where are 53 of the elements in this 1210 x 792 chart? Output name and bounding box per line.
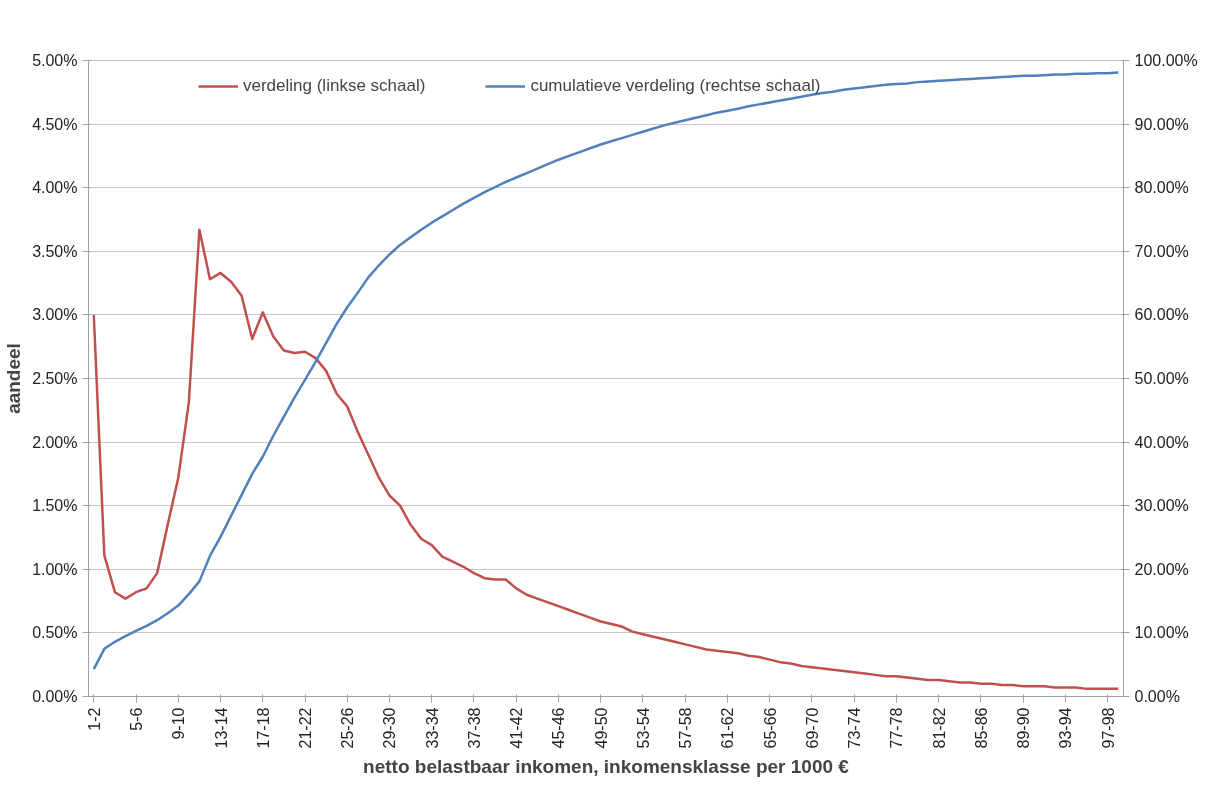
x-tick-label: 41-42 (508, 707, 526, 749)
y2-tick-label: 10.00% (1134, 624, 1189, 642)
y-tick-label: 2.00% (32, 433, 78, 451)
x-tick-label: 25-26 (339, 707, 357, 749)
y-tick-label: 3.50% (32, 242, 78, 260)
x-tick-label: 21-22 (297, 707, 315, 749)
y-tick-label: 3.00% (32, 306, 78, 324)
x-tick-label: 69-70 (803, 707, 821, 749)
x-tick-label: 65-66 (761, 707, 779, 749)
x-tick-label: 53-54 (634, 707, 652, 749)
y-tick-label: 4.50% (32, 115, 78, 133)
y2-tick-label: 100.00% (1134, 52, 1198, 69)
x-tick-label: 81-82 (930, 707, 948, 749)
line-series (92, 71, 1120, 671)
legend-label: cumulatieve verdeling (rechtse schaal) (530, 76, 821, 96)
y-tick-label: 1.00% (32, 560, 78, 578)
x-tick-label: 33-34 (423, 707, 441, 749)
x-tick-label: 49-50 (592, 707, 610, 749)
x-tick-label: 45-46 (550, 707, 568, 749)
y2-tick-label: 90.00% (1134, 115, 1189, 133)
line-series (92, 228, 1120, 691)
x-tick-label: 9-10 (170, 707, 188, 740)
y-tick-label: 2.50% (32, 370, 78, 387)
y-tick-label: 0.00% (32, 688, 78, 705)
x-tick-label: 89-90 (1015, 707, 1033, 749)
y-tick-label: 4.00% (32, 179, 78, 197)
y2-tick-label: 80.00% (1134, 179, 1189, 197)
x-tick-label: 57-58 (677, 707, 695, 749)
y2-tick-label: 20.00% (1134, 560, 1189, 578)
x-tick-label: 61-62 (719, 707, 737, 749)
y2-tick-label: 40.00% (1134, 433, 1189, 451)
y2-tick-label: 50.00% (1134, 370, 1189, 387)
y-tick-label: 0.50% (32, 624, 78, 642)
x-tick-label: 97-98 (1099, 707, 1117, 749)
x-tick-label: 77-78 (888, 707, 906, 749)
x-tick-label: 85-86 (972, 707, 990, 749)
x-tick-label: 13-14 (212, 707, 230, 749)
y-tick-label: 1.50% (32, 497, 78, 515)
x-tick-label: 73-74 (846, 707, 864, 749)
x-tick-label: 37-38 (465, 707, 483, 749)
x-tick-label: 5-6 (128, 707, 146, 731)
x-tick-label: 93-94 (1057, 707, 1075, 749)
y2-tick-label: 0.00% (1134, 688, 1180, 705)
x-tick-label: 29-30 (381, 707, 399, 749)
y-axis-title: aandeel (3, 343, 25, 414)
y2-tick-label: 60.00% (1134, 306, 1189, 324)
y2-tick-label: 30.00% (1134, 497, 1189, 515)
legend-label: verdeling (linkse schaal) (243, 76, 426, 96)
x-tick-label: 17-18 (254, 707, 272, 749)
x-tick-label: 1-2 (85, 707, 103, 731)
x-axis-title: netto belastbaar inkomen, inkomensklasse per 1000 € (363, 756, 850, 778)
y-tick-label: 5.00% (32, 52, 78, 69)
y2-tick-label: 70.00% (1134, 242, 1189, 260)
